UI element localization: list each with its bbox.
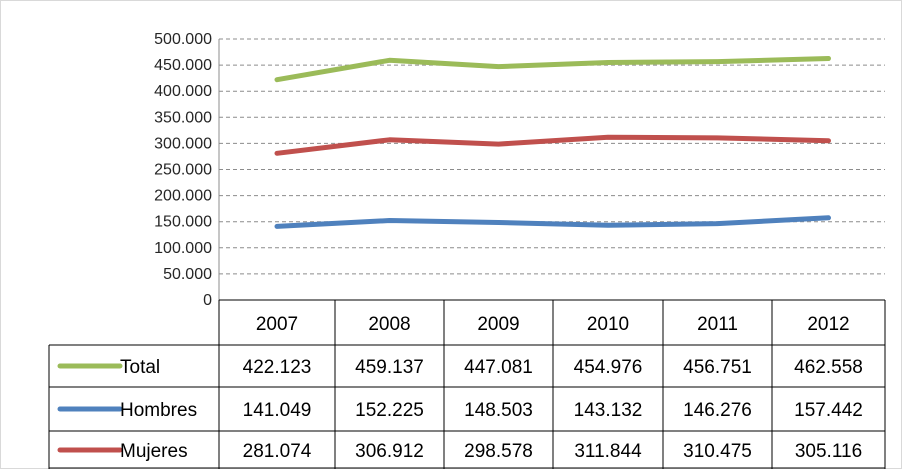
y-tick-label: 400.000: [154, 83, 212, 100]
series-name-label: Total: [120, 357, 160, 378]
data-value-label: 143.132: [574, 400, 643, 421]
y-tick-label: 150.000: [154, 214, 212, 231]
series-line-mujeres: [274, 134, 831, 156]
series-lines: [274, 56, 831, 229]
y-axis: 0 50.000 100.000 150.000 200.000 250.000 300.0…: [154, 31, 220, 309]
series-name-label: Mujeres: [120, 441, 188, 462]
data-table: 2007 2008 2009 2010 2011 2012 Total 422.123 459.…: [48, 299, 886, 469]
data-value-label: 459.137: [355, 357, 424, 378]
y-tick-label: 500.000: [154, 31, 212, 48]
y-tick-label: 450.000: [154, 57, 212, 74]
data-value-label: 306.912: [355, 441, 424, 462]
data-value-label: 148.503: [464, 400, 533, 421]
data-value-label: 422.123: [243, 357, 312, 378]
series-name-label: Hombres: [120, 400, 197, 421]
y-tick-label: 0: [203, 292, 212, 309]
x-category-label: 2008: [368, 314, 410, 335]
x-category-label: 2011: [697, 314, 738, 335]
data-value-label: 454.976: [574, 357, 643, 378]
x-category-label: 2010: [587, 314, 629, 335]
data-value-label: 281.074: [243, 441, 312, 462]
y-tick-label: 350.000: [154, 109, 212, 126]
x-category-label: 2007: [256, 314, 298, 335]
data-value-label: 157.442: [794, 400, 863, 421]
y-tick-label: 200.000: [154, 188, 212, 205]
data-value-label: 152.225: [355, 400, 424, 421]
x-category-label: 2009: [477, 314, 519, 335]
series-line-hombres: [274, 215, 831, 229]
data-value-label: 141.049: [243, 400, 312, 421]
y-tick-label: 300.000: [154, 135, 212, 152]
x-category-label: 2012: [807, 314, 849, 335]
data-value-label: 310.475: [683, 441, 752, 462]
data-value-label: 305.116: [795, 441, 862, 462]
series-line-total: [274, 56, 831, 83]
y-tick-label: 50.000: [163, 266, 212, 283]
y-tick-label: 250.000: [154, 162, 212, 179]
data-value-label: 462.558: [794, 357, 863, 378]
y-tick-label: 100.000: [154, 240, 212, 257]
data-value-label: 146.276: [683, 400, 752, 421]
data-value-label: 456.751: [683, 357, 752, 378]
data-value-label: 311.844: [574, 441, 642, 462]
data-value-label: 447.081: [464, 357, 533, 378]
data-value-label: 298.578: [464, 441, 533, 462]
